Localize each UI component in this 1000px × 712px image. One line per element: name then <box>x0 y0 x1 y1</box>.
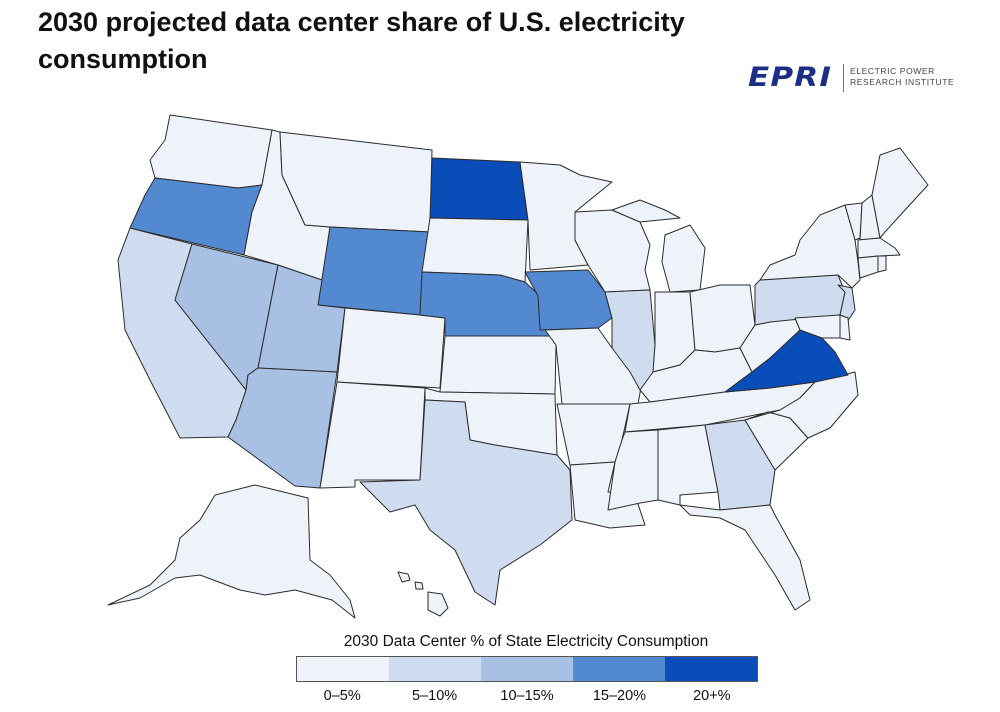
state-north-dakota <box>429 157 529 221</box>
legend-swatch <box>573 657 665 681</box>
state-connecticut <box>857 255 879 279</box>
legend-swatch <box>665 657 757 681</box>
legend-title: 2030 Data Center % of State Electricity … <box>343 633 709 650</box>
state-maine <box>871 147 929 239</box>
state-florida <box>679 504 811 611</box>
state-texas <box>359 399 573 606</box>
us-choropleth-map <box>107 114 929 619</box>
state-montana <box>279 131 433 233</box>
legend-label: 10–15% <box>500 688 554 704</box>
state-iowa <box>524 269 613 331</box>
state-maryland <box>794 314 841 339</box>
logo-text: ELECTRIC POWER RESEARCH INSTITUTE <box>850 66 954 88</box>
page-title: 2030 projected data center share of U.S.… <box>38 7 685 74</box>
state-colorado <box>336 307 446 389</box>
legend-color-bar <box>296 656 758 682</box>
state-kansas <box>439 335 557 395</box>
state-washington <box>149 114 273 189</box>
state-north-carolina <box>744 371 859 439</box>
legend-swatch <box>481 657 573 681</box>
state-massachusetts <box>857 237 901 259</box>
state-hawaii <box>397 571 449 617</box>
state-wyoming <box>317 226 431 316</box>
state-alaska <box>107 484 356 619</box>
legend-labels: 0–5% 5–10% 10–15% 15–20% 20+% <box>296 688 758 704</box>
logo-divider <box>843 64 844 92</box>
legend-label: 20+% <box>693 688 731 704</box>
logo-mark: EPRI <box>748 62 833 93</box>
legend-label: 15–20% <box>592 688 647 704</box>
state-new-mexico <box>319 381 426 489</box>
state-arizona <box>227 367 338 489</box>
logo-line-2: RESEARCH INSTITUTE <box>850 77 955 87</box>
logo-line-1: ELECTRIC POWER <box>850 66 935 76</box>
legend-swatch <box>389 657 481 681</box>
state-rhode-island <box>877 255 887 273</box>
state-delaware <box>839 314 851 341</box>
legend-label: 5–10% <box>412 688 458 704</box>
legend-swatch <box>297 657 389 681</box>
epri-logo: EPRI ELECTRIC POWER RESEARCH INSTITUTE <box>748 60 958 98</box>
state-new-york <box>759 204 861 289</box>
legend-label: 0–5% <box>323 688 361 704</box>
